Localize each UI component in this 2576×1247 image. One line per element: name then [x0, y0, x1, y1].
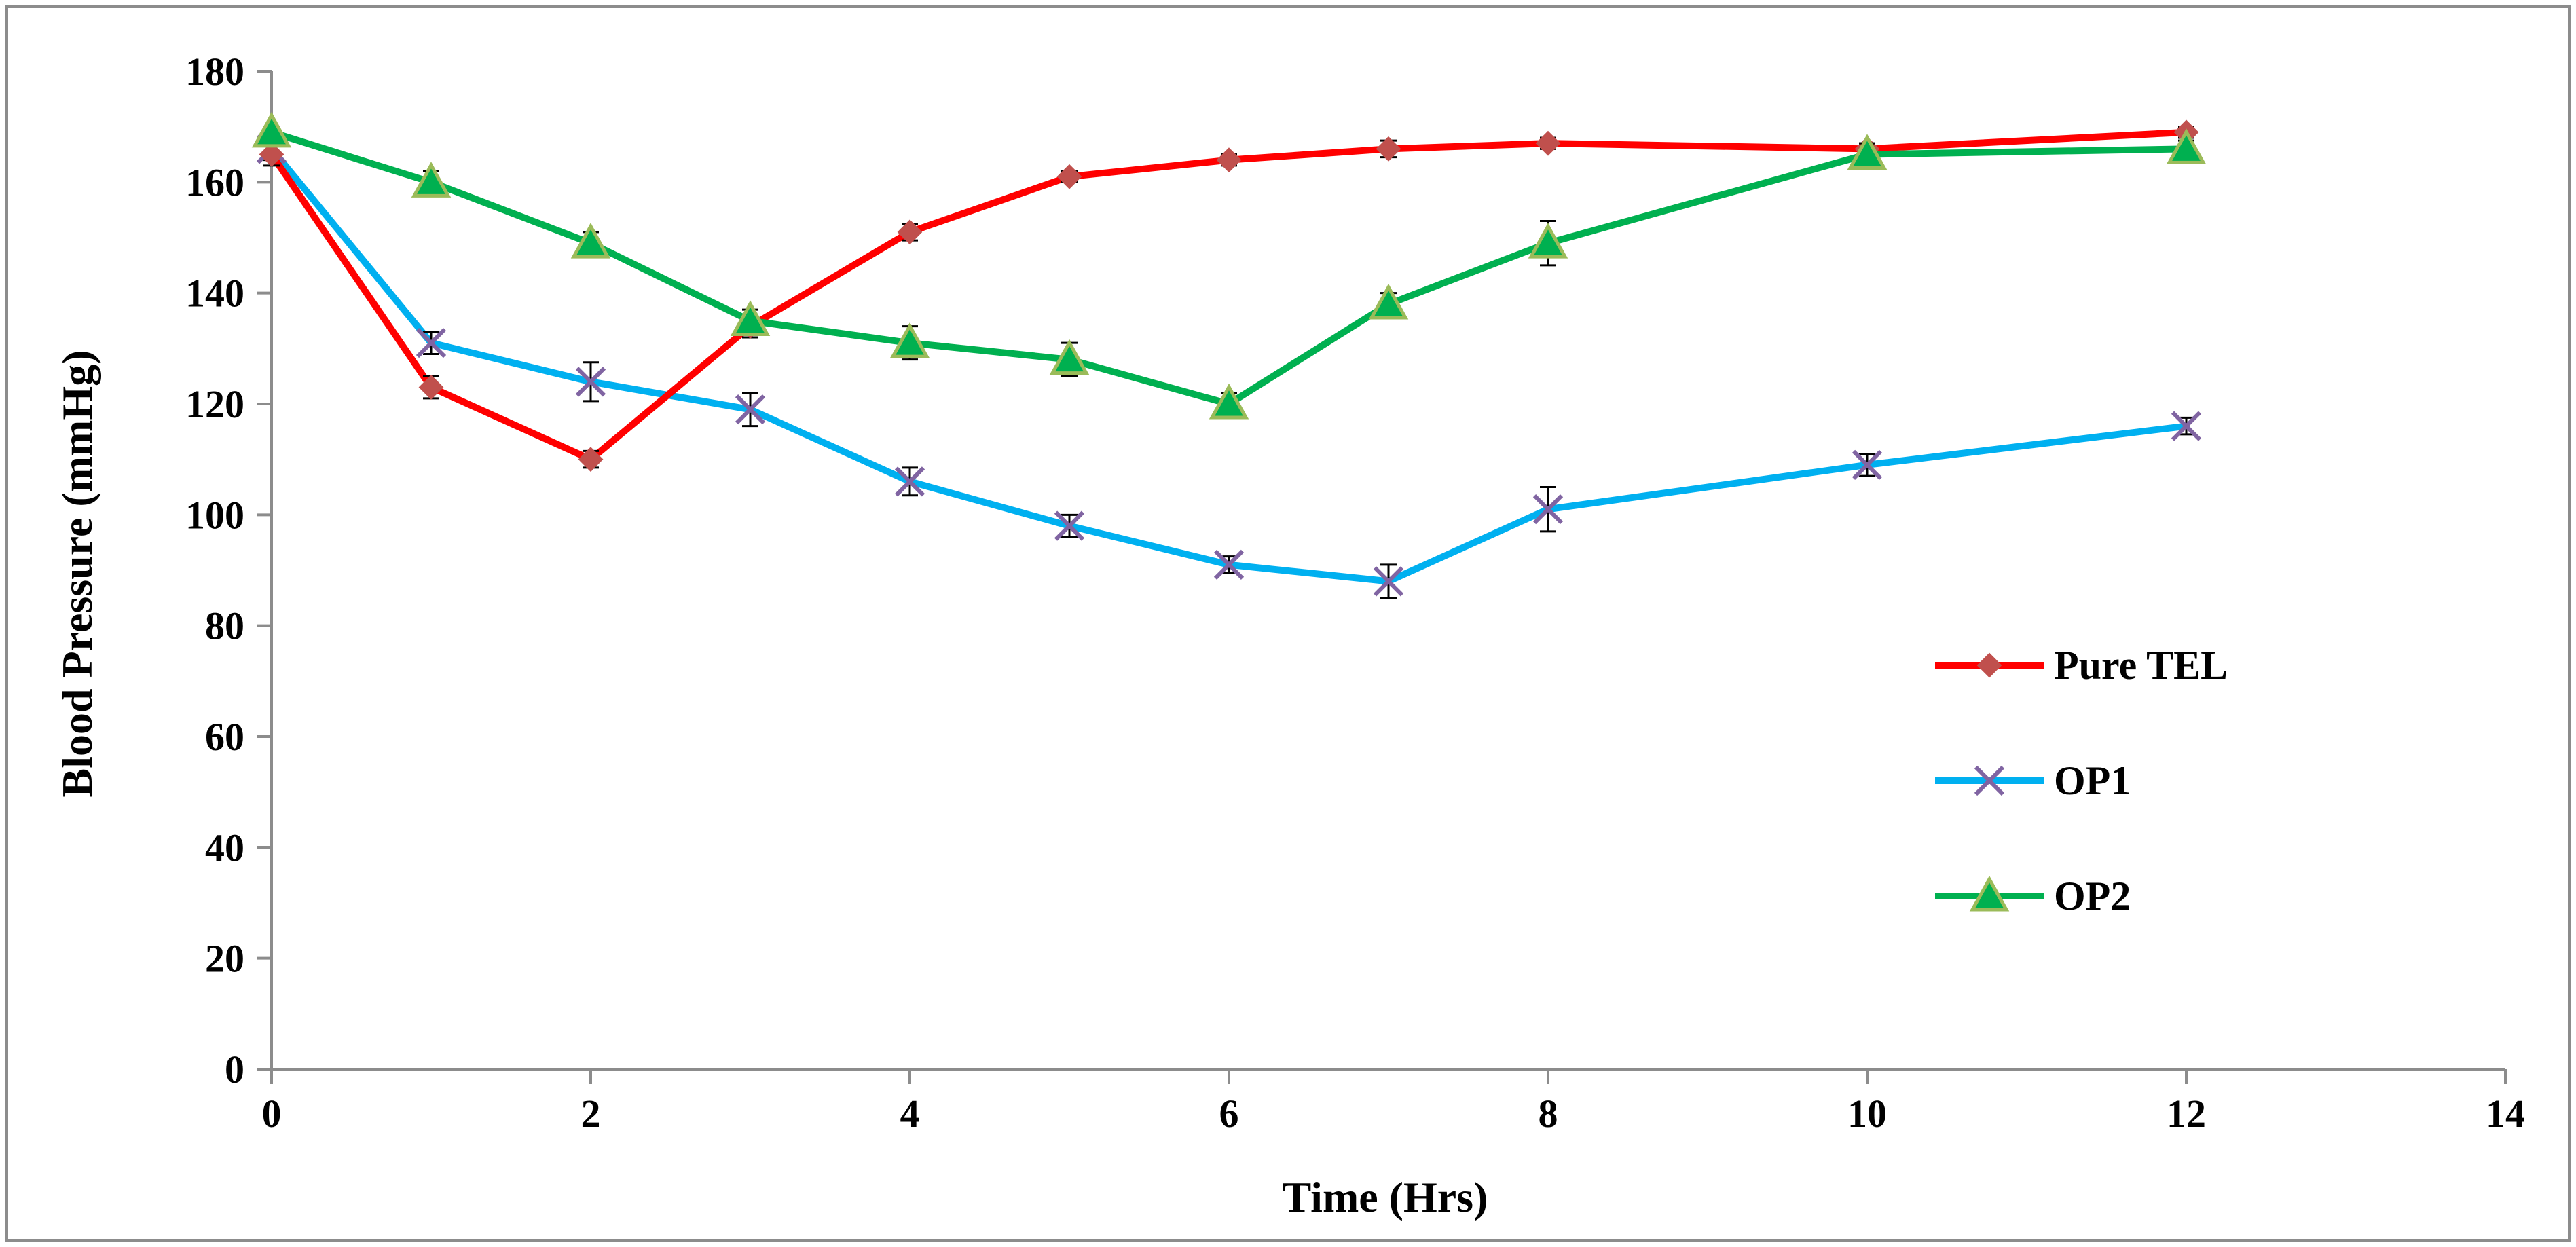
legend-marker-op1-stroke: [1974, 765, 2005, 796]
data-point-op1: [1213, 549, 1245, 580]
data-point-pure-tel: [418, 375, 444, 400]
data-point-op2: [411, 162, 452, 198]
y-tick-label: 160: [185, 160, 244, 204]
legend-item-op1: OP1: [1935, 758, 2131, 803]
y-tick-label: 60: [205, 715, 244, 759]
y-tick-label: 180: [185, 50, 244, 94]
legend-item-pure-tel: Pure TEL: [1935, 643, 2228, 688]
y-tick-label: 140: [185, 272, 244, 316]
x-tick-label: 14: [2486, 1092, 2525, 1136]
data-point-op2: [1049, 339, 1090, 375]
data-point-op1: [1373, 566, 1404, 597]
data-point-op1-stroke: [2171, 411, 2202, 441]
x-tick-label: 12: [2167, 1092, 2206, 1136]
x-axis-title: Time (Hrs): [1283, 1173, 1488, 1221]
axes: [270, 71, 2505, 1071]
y-axis-title: Blood Pressure (mmHg): [53, 350, 101, 798]
data-point-op1: [1054, 510, 1085, 541]
x-tick-label: 0: [262, 1092, 282, 1136]
legend-item-op2: OP2: [1935, 874, 2131, 918]
legend-label-op2: OP2: [2054, 874, 2131, 918]
data-point-op1-stroke: [735, 394, 766, 425]
data-point-op1: [735, 394, 766, 425]
data-point-op2: [2166, 128, 2207, 164]
data-point-op1-stroke: [1054, 510, 1085, 541]
legend: Pure TEL OP1 OP2: [1935, 643, 2228, 918]
series-op1: [256, 134, 2202, 599]
data-point-op1-stroke: [1373, 566, 1404, 597]
data-point-op2: [1847, 134, 1888, 170]
data-point-op1-stroke: [575, 367, 606, 397]
data-point-op1: [416, 328, 447, 358]
x-axis-ticks: 0 2 4 6 8 10 12 14: [262, 1069, 2525, 1136]
data-point-op1-stroke: [1213, 549, 1245, 580]
y-tick-label: 0: [225, 1047, 244, 1092]
x-tick-label: 8: [1539, 1092, 1558, 1136]
x-tick-label: 6: [1219, 1092, 1239, 1136]
data-point-pure-tel: [897, 219, 923, 245]
data-point-op2: [251, 111, 292, 148]
x-tick-label: 10: [1847, 1092, 1887, 1136]
chart-border: [5, 5, 2571, 1242]
y-tick-label: 40: [205, 825, 244, 870]
data-point-op1-stroke: [1532, 494, 1564, 525]
data-point-op2: [570, 223, 611, 259]
data-point-op1: [1532, 494, 1564, 525]
data-point-op2: [730, 300, 771, 336]
y-axis-ticks: 0 20 40 60 80 100 120 140 160 180: [185, 50, 272, 1092]
data-point-pure-tel: [1376, 136, 1401, 162]
legend-label-pure-tel: Pure TEL: [2054, 643, 2228, 688]
x-tick-label: 4: [900, 1092, 920, 1136]
data-point-op1-stroke: [1852, 449, 1883, 480]
y-tick-label: 80: [205, 604, 244, 648]
data-point-op1: [894, 466, 925, 497]
legend-label-op1: OP1: [2054, 758, 2131, 803]
data-point-pure-tel: [1056, 164, 1082, 189]
legend-marker-op1: [1974, 765, 2005, 796]
data-point-op1-stroke: [416, 328, 447, 358]
data-point-pure-tel: [578, 447, 604, 472]
data-point-pure-tel: [1216, 147, 1242, 173]
data-point-pure-tel: [259, 142, 284, 167]
data-point-pure-tel: [1535, 130, 1561, 156]
y-tick-label: 20: [205, 937, 244, 981]
series-op2: [251, 111, 2207, 420]
series-layer: [251, 111, 2207, 599]
legend-marker-op2: [1969, 875, 2010, 912]
x-tick-label: 2: [581, 1092, 601, 1136]
data-point-op1: [2171, 411, 2202, 441]
data-point-op2: [1368, 283, 1409, 320]
y-tick-label: 120: [185, 382, 244, 426]
data-point-op2: [889, 322, 930, 358]
data-point-op1: [575, 367, 606, 397]
data-point-op1: [1852, 449, 1883, 480]
legend-marker-pure-tel: [1976, 652, 2002, 678]
data-point-op1-stroke: [894, 466, 925, 497]
y-tick-label: 100: [185, 493, 244, 537]
data-point-op2: [1209, 383, 1249, 420]
data-point-op2: [1528, 223, 1568, 259]
